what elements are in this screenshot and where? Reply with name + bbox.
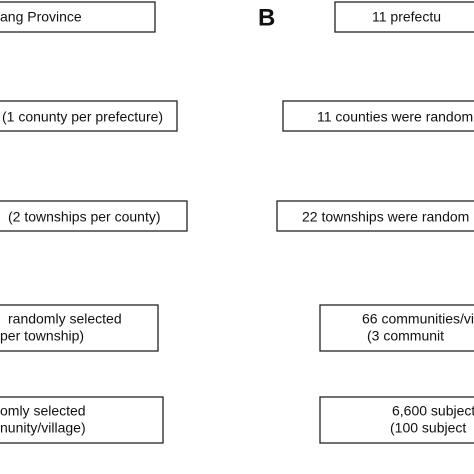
box-text: 11 prefectu [372,9,441,25]
box-text: ang Province [0,9,82,25]
panel-label: B [258,4,275,31]
box-text: 6,600 subjects [392,403,474,419]
box [319,304,474,352]
box-text: 11 counties were random [317,109,473,125]
box [0,1,156,33]
box [276,200,474,232]
box [0,200,188,232]
box-text: randomly selected [8,311,122,327]
box [0,304,159,352]
box [282,100,474,132]
box [334,1,474,33]
box [319,396,474,444]
box-text: 66 communities/vi [362,311,474,327]
box [0,396,164,444]
box-text: (3 communit [367,328,444,344]
box-text: 22 townships were random [302,209,469,225]
box-text: (100 subject [390,420,466,436]
box-text: per township) [0,328,84,344]
box [0,100,178,132]
box-text: omly selected [0,403,86,419]
box-text: (1 conunty per prefecture) [2,109,163,125]
box-text: (2 townships per county) [8,209,161,225]
box-text: nunity/village) [0,420,86,436]
